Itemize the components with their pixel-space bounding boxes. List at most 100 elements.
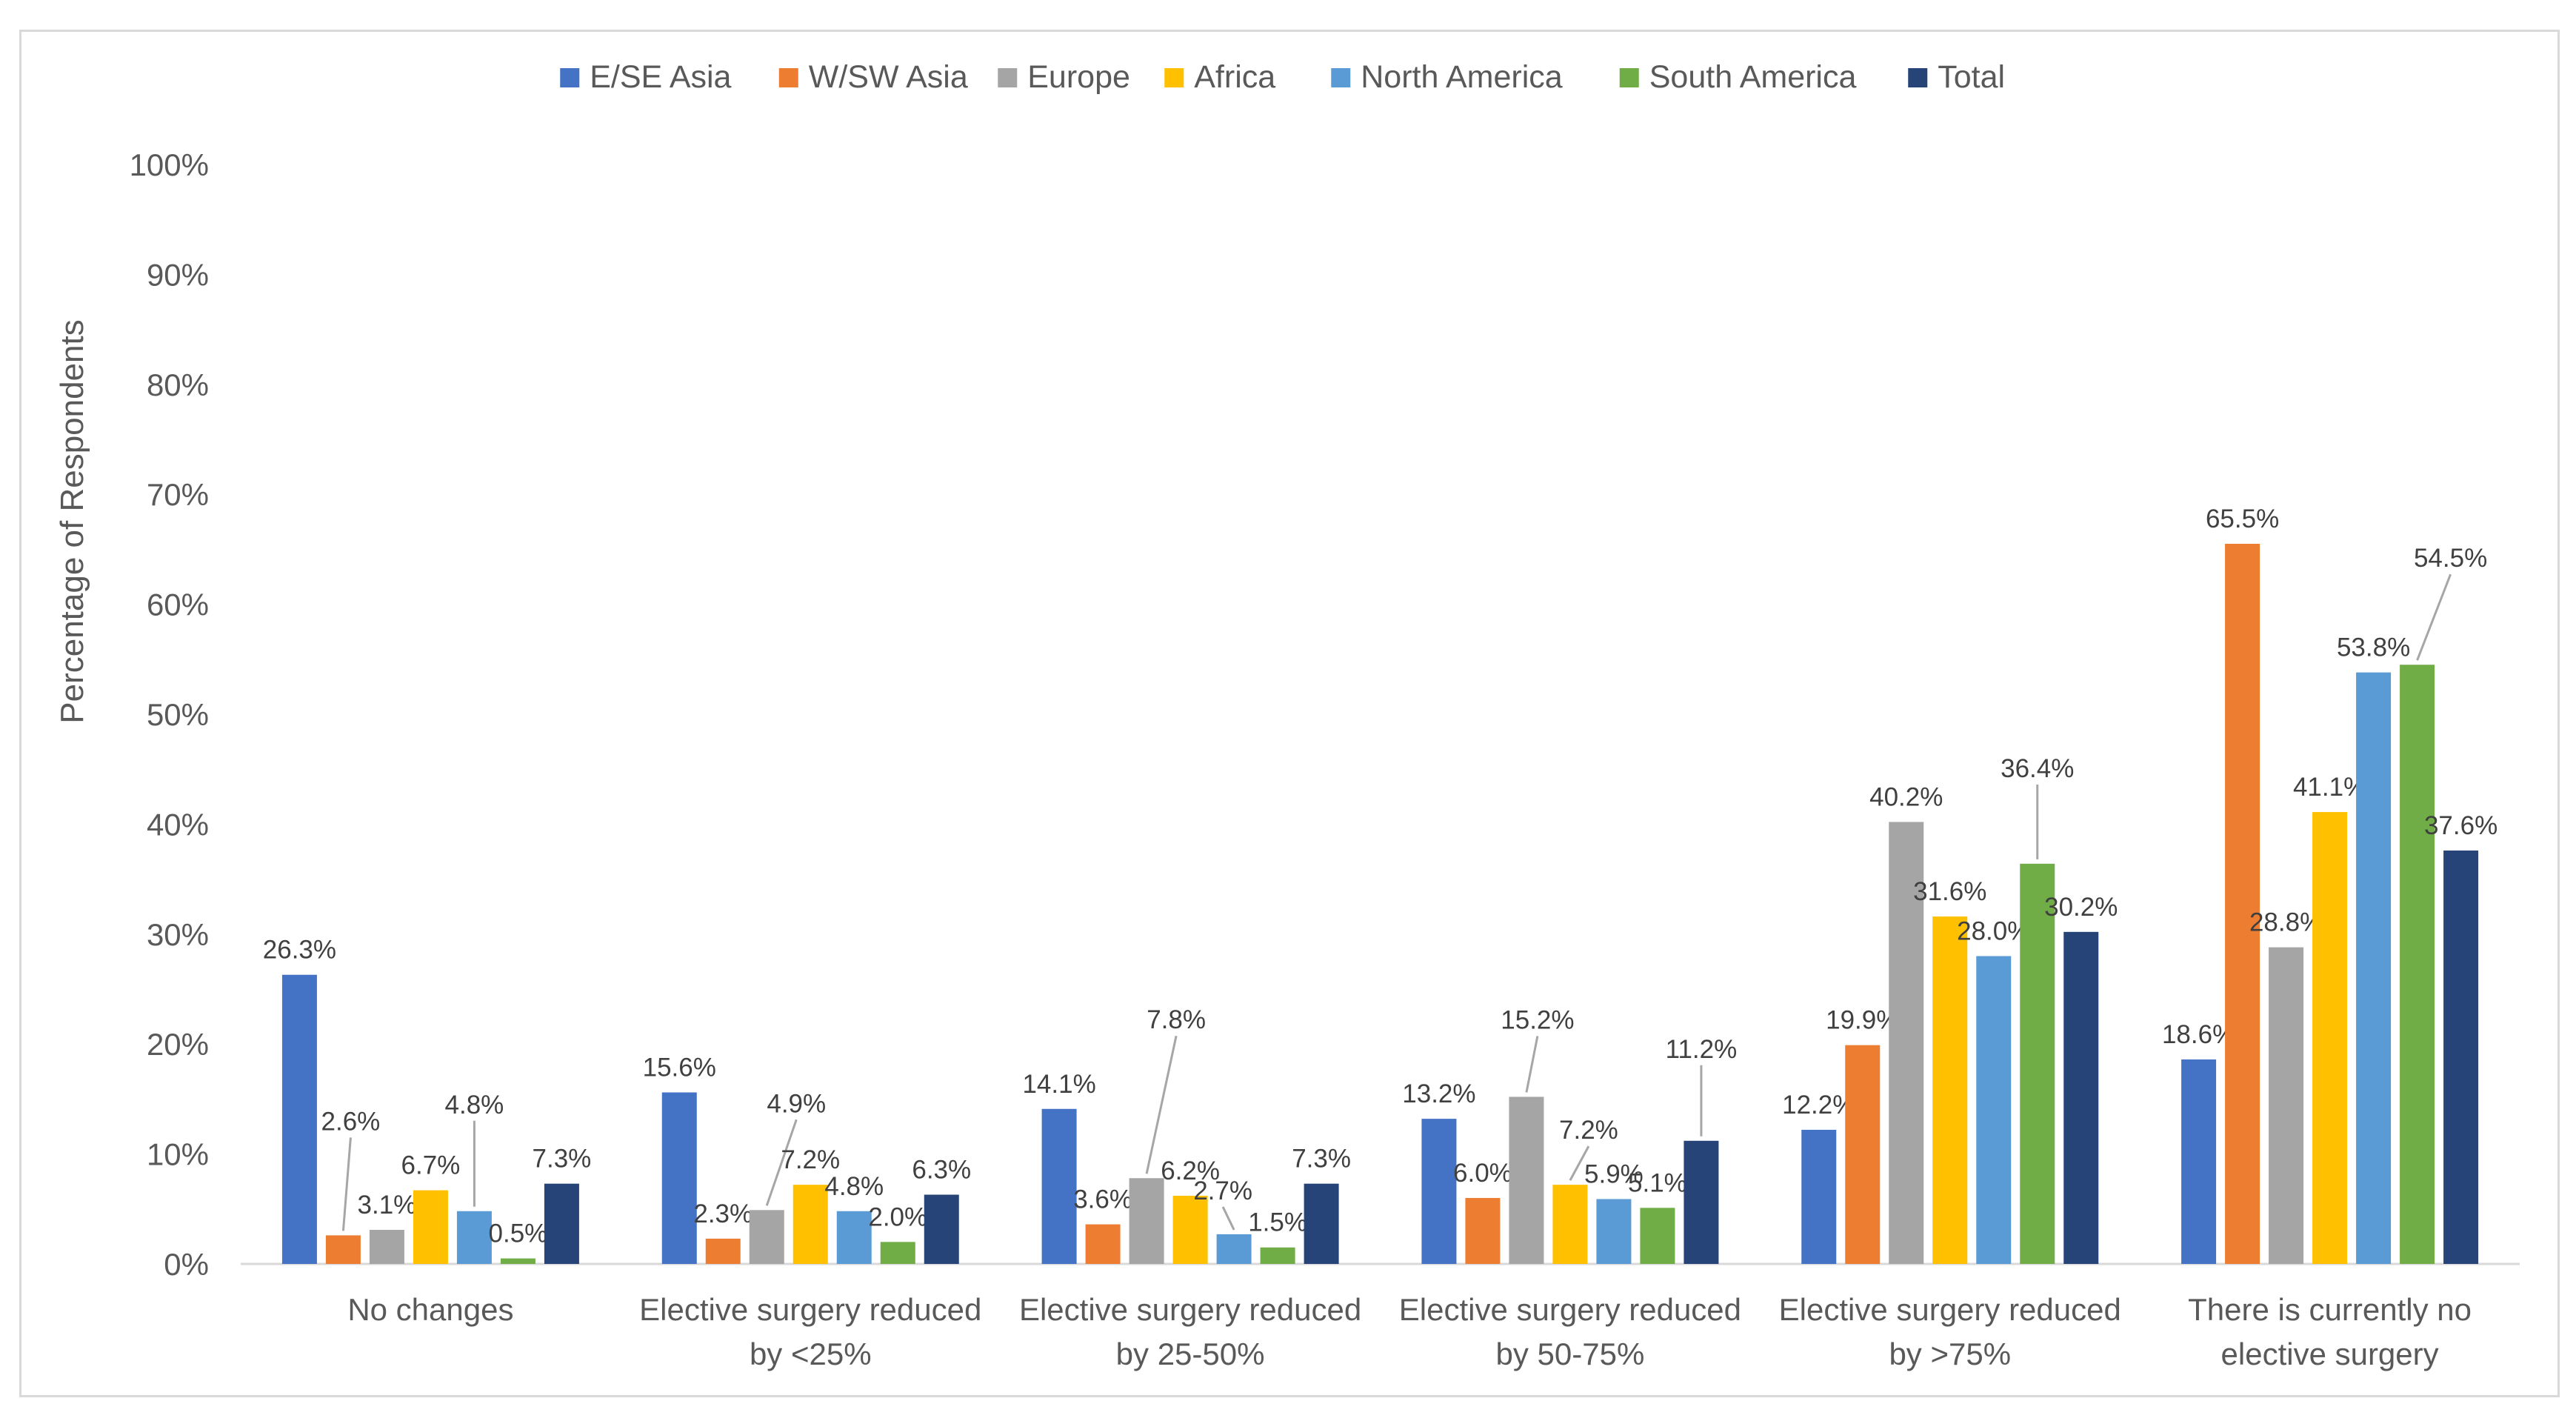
bar[interactable] [1172,1195,1208,1264]
bar[interactable] [1260,1247,1295,1264]
bar[interactable] [1976,956,2012,1264]
bar[interactable] [1216,1234,1252,1264]
bar[interactable] [500,1258,535,1264]
data-label: 0.5% [489,1219,548,1248]
bar[interactable] [661,1092,697,1264]
bar[interactable] [1041,1108,1077,1264]
data-label-leader [1221,1206,1235,1231]
data-label-leader [1569,1145,1590,1181]
bar[interactable] [1085,1224,1121,1264]
data-label: 3.6% [1073,1185,1132,1214]
bar[interactable] [2312,812,2348,1264]
bar[interactable] [1129,1178,1164,1264]
data-label: 37.6% [2424,811,2497,840]
y-tick-label: 50% [147,697,209,732]
bar[interactable] [924,1194,959,1264]
y-tick-label: 80% [147,367,209,402]
data-label: 6.0% [1453,1159,1512,1188]
bar[interactable] [705,1238,741,1264]
bar[interactable] [1421,1119,1457,1264]
y-tick-label: 70% [147,477,209,512]
bar[interactable] [1465,1197,1501,1264]
bar[interactable] [2400,665,2435,1264]
bar[interactable] [1845,1045,1881,1264]
bar[interactable] [2269,947,2304,1264]
data-label-leader [765,1119,798,1206]
legend-label: Africa [1194,59,1275,95]
data-label: 18.6% [2162,1020,2235,1049]
x-category-label: by 50-75% [1496,1337,1645,1371]
data-label: 15.2% [1501,1005,1574,1034]
bar[interactable] [793,1185,828,1264]
data-label: 2.6% [321,1107,381,1136]
data-label: 7.2% [781,1145,840,1174]
x-category-label: There is currently no [2188,1292,2472,1327]
legend-label: North America [1361,59,1563,95]
bar[interactable] [456,1211,492,1264]
x-category-label: by <25% [750,1337,872,1371]
legend-label: E/SE Asia [590,59,731,95]
bar[interactable] [1304,1183,1339,1264]
bar[interactable] [281,974,317,1264]
data-label: 6.7% [401,1151,461,1180]
bar[interactable] [325,1235,361,1264]
x-category-label: Elective surgery reduced [1779,1292,2121,1327]
bar[interactable] [2063,931,2099,1264]
bar[interactable] [1509,1096,1544,1264]
data-label: 28.0% [1957,916,2030,945]
data-label: 7.2% [1559,1116,1618,1145]
data-label: 7.3% [1292,1145,1351,1174]
bar[interactable] [1932,916,1968,1264]
bar[interactable] [1684,1140,1719,1264]
bar[interactable] [2225,543,2260,1264]
bar[interactable] [749,1210,784,1264]
x-category-label: Elective surgery reduced [1399,1292,1741,1327]
data-label: 13.2% [1402,1079,1475,1108]
data-label: 5.1% [1628,1168,1687,1197]
x-category-label: by >75% [1889,1337,2011,1371]
legend-swatch [778,68,798,87]
bar[interactable] [1889,822,1924,1264]
data-label: 65.5% [2206,505,2279,533]
data-label: 40.2% [1869,782,1943,811]
data-label: 6.2% [1161,1157,1220,1185]
data-label-leader [341,1137,352,1231]
bar[interactable] [413,1190,448,1264]
bar[interactable] [1596,1199,1632,1264]
data-label: 19.9% [1826,1006,1899,1035]
data-label-leader [1525,1036,1539,1093]
bar[interactable] [2443,851,2479,1264]
bar[interactable] [369,1229,404,1264]
bar[interactable] [544,1183,579,1264]
y-tick-label: 30% [147,917,209,952]
legend-swatch [1164,68,1184,87]
data-label: 6.3% [912,1156,971,1185]
bar[interactable] [2181,1059,2217,1264]
data-label: 28.8% [2249,908,2323,937]
y-axis-title: Percentage of Respondents [54,319,90,724]
data-label: 26.3% [263,936,336,965]
bar[interactable] [1640,1208,1675,1264]
y-tick-label: 20% [147,1027,209,1062]
bar[interactable] [1801,1129,1837,1264]
bar[interactable] [836,1211,872,1264]
data-label: 7.8% [1147,1005,1206,1034]
legend-label: W/SW Asia [809,59,968,95]
data-label: 5.9% [1584,1159,1644,1188]
legend-swatch [1619,68,1639,87]
legend-label: Total [1938,59,2005,95]
x-category-label: by 25-50% [1116,1337,1265,1371]
bar[interactable] [2356,672,2392,1264]
y-tick-label: 0% [164,1247,209,1282]
y-tick-label: 100% [130,147,209,182]
legend-swatch [1331,68,1351,87]
data-label: 2.3% [693,1199,753,1228]
bar[interactable] [2020,863,2055,1264]
bar[interactable] [880,1242,915,1264]
data-label: 15.6% [643,1053,716,1082]
data-label: 4.8% [824,1172,884,1201]
data-label: 1.5% [1248,1208,1307,1237]
bar[interactable] [1552,1185,1588,1264]
y-tick-label: 60% [147,588,209,622]
legend-label: Europe [1027,59,1130,95]
